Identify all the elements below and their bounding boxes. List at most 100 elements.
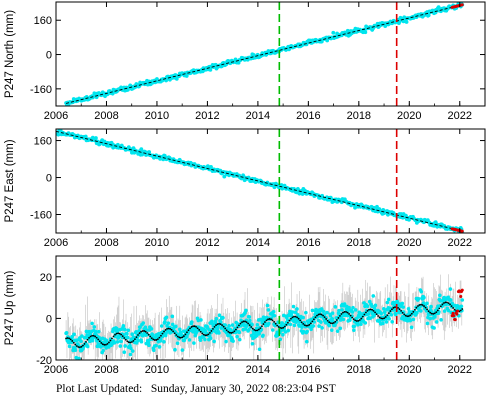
up-model-point xyxy=(432,312,435,315)
up-data-point xyxy=(449,298,453,302)
up-model-point xyxy=(378,316,381,319)
up-data-point xyxy=(311,324,316,328)
up-data-point xyxy=(250,341,255,346)
up-model-point xyxy=(152,338,155,341)
north-data-point xyxy=(436,5,441,10)
up-model-point xyxy=(394,306,396,309)
up-model-point xyxy=(97,338,100,341)
up-model-point xyxy=(126,340,129,343)
north-x-tick-label: 2006 xyxy=(44,110,68,122)
up-model-point xyxy=(257,328,260,331)
up-recent-point xyxy=(455,312,459,316)
east-x-tick-label: 2006 xyxy=(44,237,68,249)
up-data-point xyxy=(386,297,391,302)
east-y-axis-label: P247 East (mm) xyxy=(4,139,16,222)
up-model-point xyxy=(274,322,277,325)
up-model-point xyxy=(248,324,251,327)
up-model-point xyxy=(195,326,198,328)
up-data-point xyxy=(288,322,293,327)
up-data-point xyxy=(141,321,146,325)
up-model-point xyxy=(233,330,236,333)
up-data-point xyxy=(261,333,265,338)
up-x-tick-label: 2014 xyxy=(246,364,270,376)
up-model-point xyxy=(164,329,167,331)
up-data-point xyxy=(266,308,271,312)
up-model-point xyxy=(123,337,126,339)
up-data-point xyxy=(421,301,426,305)
up-model-point xyxy=(127,341,130,344)
up-model-point xyxy=(446,301,448,304)
up-data-point xyxy=(348,318,352,322)
up-model-point xyxy=(114,333,116,336)
up-model-point xyxy=(461,308,464,310)
up-model-point xyxy=(120,333,123,336)
up-model-point xyxy=(400,310,402,312)
up-data-point xyxy=(285,318,290,323)
up-model-point xyxy=(230,332,233,334)
up-data-point xyxy=(429,304,433,309)
east-data-point xyxy=(139,147,144,152)
up-data-point xyxy=(90,321,94,326)
up-model-point xyxy=(247,322,250,325)
up-data-point xyxy=(72,332,76,337)
up-model-point xyxy=(291,316,294,319)
up-model-point xyxy=(228,331,231,334)
east-data-point xyxy=(83,134,88,139)
up-data-point xyxy=(444,302,448,307)
up-model-point xyxy=(75,345,78,347)
up-data-point xyxy=(301,315,305,320)
up-model-point xyxy=(89,335,92,338)
up-data-point xyxy=(351,305,355,310)
up-model-point xyxy=(415,306,418,309)
up-data-point xyxy=(406,307,411,311)
up-data-point xyxy=(309,327,313,332)
up-model-point xyxy=(135,336,138,338)
up-model-point xyxy=(297,317,300,320)
up-model-point xyxy=(332,322,335,324)
up-model-point xyxy=(404,314,407,317)
up-data-point xyxy=(208,336,213,341)
up-model-point xyxy=(323,316,326,319)
up-model-point xyxy=(69,338,72,341)
up-model-point xyxy=(132,339,135,342)
up-data-point xyxy=(121,324,126,328)
up-model-point xyxy=(222,325,225,328)
up-model-point xyxy=(303,324,306,327)
up-model-point xyxy=(94,335,97,338)
up-data-point xyxy=(321,309,326,314)
up-data-point xyxy=(84,329,89,334)
up-data-point xyxy=(352,324,357,329)
up-model-point xyxy=(271,319,274,322)
up-model-point xyxy=(355,320,358,322)
north-y-axis-label: P247 North (mm) xyxy=(4,10,16,98)
up-panel: 2006 2008 2010 2012 2014 2016 2018 2020 2022 -20 0… xyxy=(4,255,486,376)
up-data-point xyxy=(347,305,351,310)
up-data-point xyxy=(237,337,242,342)
up-model-point xyxy=(349,314,352,317)
up-data-point xyxy=(425,301,429,306)
up-model-point xyxy=(190,326,193,328)
up-data-point xyxy=(235,334,239,339)
up-data-point xyxy=(207,328,212,332)
up-model-point xyxy=(452,307,455,309)
up-data-point xyxy=(352,328,356,332)
up-data-point xyxy=(217,313,222,318)
up-data-point xyxy=(281,332,285,337)
up-model-point xyxy=(78,346,81,349)
east-x-tick-label: 2014 xyxy=(246,237,270,249)
up-data-point xyxy=(270,328,275,332)
up-model-point xyxy=(339,314,341,317)
up-data-point xyxy=(218,320,223,324)
up-model-point xyxy=(351,316,354,319)
up-model-point xyxy=(118,332,121,335)
up-data-point xyxy=(384,320,389,324)
up-data-point xyxy=(122,350,127,354)
up-model-point xyxy=(372,309,375,312)
up-model-point xyxy=(358,319,361,321)
east-y-tick-label: 160 xyxy=(34,136,52,148)
up-model-point xyxy=(439,305,442,308)
up-data-point xyxy=(286,328,291,333)
north-frame xyxy=(55,1,486,107)
north-plot-area xyxy=(64,2,465,106)
up-model-point xyxy=(138,332,141,335)
